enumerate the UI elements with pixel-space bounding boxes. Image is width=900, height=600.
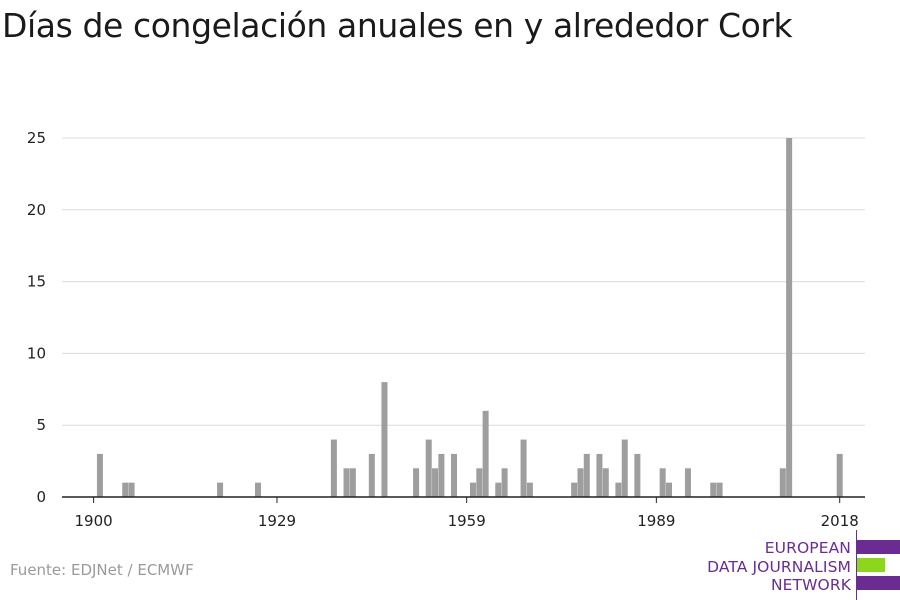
bar-1984	[621, 439, 628, 497]
bar-1968	[520, 439, 527, 497]
bar-1901	[96, 453, 103, 497]
bar-1960	[469, 482, 476, 497]
logo-line-network: NETWORK	[770, 576, 851, 594]
bar-1905	[122, 482, 129, 497]
bar-1941	[349, 468, 356, 497]
bar-1944	[368, 453, 375, 497]
bar-1983	[615, 482, 622, 497]
bar-1980	[596, 453, 603, 497]
bar-1955	[438, 453, 445, 497]
bar-1999	[716, 482, 723, 497]
logo-bar-green	[857, 558, 885, 572]
bar-1976	[571, 482, 578, 497]
y-tick-label-10: 10	[27, 344, 46, 362]
edjnet-logo: EUROPEAN DATA JOURNALISM NETWORK	[700, 530, 900, 600]
bar-1920	[217, 482, 224, 497]
y-tick-label-15: 15	[27, 273, 46, 291]
logo-divider	[856, 530, 857, 600]
logo-bar-purple-top	[857, 540, 900, 554]
bar-1940	[343, 468, 350, 497]
y-axis-labels: 0 5 10 15 20 25	[27, 129, 46, 506]
bar-1965	[501, 468, 508, 497]
bar-1986	[634, 453, 641, 497]
bar-1998	[710, 482, 717, 497]
bar-1969	[526, 482, 533, 497]
bar-1953	[425, 439, 432, 497]
y-tick-label-5: 5	[36, 416, 46, 434]
bar-1957	[451, 453, 458, 497]
x-tick-label-1929: 1929	[258, 512, 296, 530]
bar-1981	[602, 468, 609, 497]
x-tick-label-1959: 1959	[448, 512, 486, 530]
bar-1938	[330, 439, 337, 497]
x-tick-label-1989: 1989	[637, 512, 675, 530]
y-tick-label-20: 20	[27, 201, 46, 219]
logo-bar-purple-bottom	[857, 576, 900, 590]
logo-line-european: EUROPEAN	[764, 539, 851, 557]
bar-1951	[413, 468, 420, 497]
source-note: Fuente: EDJNet / ECMWF	[10, 561, 194, 579]
bar-1991	[665, 482, 672, 497]
bar-2010	[786, 138, 793, 497]
grid-lines	[62, 137, 865, 426]
bar-1977	[577, 468, 584, 497]
bar-1954	[432, 468, 439, 497]
y-tick-label-0: 0	[36, 488, 46, 506]
bar-2018	[836, 453, 843, 497]
bar-1926	[255, 482, 262, 497]
bar-1964	[495, 482, 502, 497]
y-tick-label-25: 25	[27, 129, 46, 147]
bar-1990	[659, 468, 666, 497]
logo-line-data-journalism: DATA JOURNALISM	[707, 558, 851, 576]
chart-title: Días de congelación anuales en y alreded…	[2, 6, 793, 45]
bar-1961	[476, 468, 483, 497]
bar-1962	[482, 410, 489, 497]
bar-2009	[779, 468, 786, 497]
x-tick-label-1900: 1900	[75, 512, 113, 530]
x-tick-label-2018: 2018	[821, 512, 859, 530]
bar-1978	[583, 453, 590, 497]
bar-1906	[128, 482, 135, 497]
x-axis-labels: 1900 1929 1959 1989 2018	[75, 497, 859, 530]
bar-1946	[381, 382, 388, 497]
bar-1994	[684, 468, 691, 497]
bars	[96, 138, 843, 497]
